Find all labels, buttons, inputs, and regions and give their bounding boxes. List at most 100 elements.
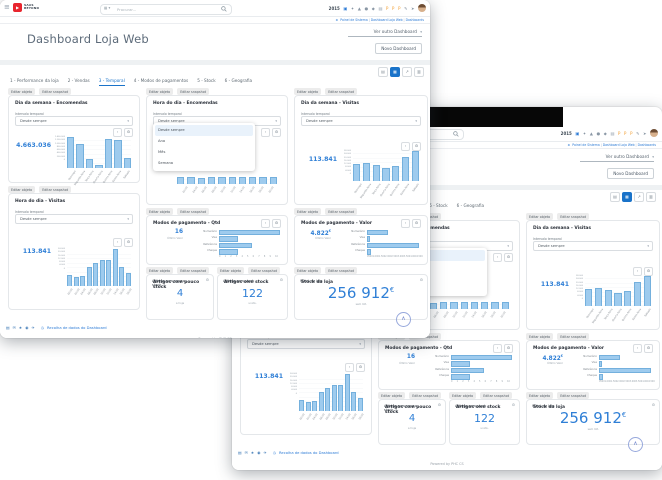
chart-settings-icon[interactable]: ⚙ xyxy=(644,344,653,353)
breadcrumb-item[interactable]: Painel de Sistema xyxy=(572,142,600,147)
edit-object-button[interactable]: Editar objeto xyxy=(449,392,477,399)
footer-icon-5[interactable]: ✈ xyxy=(31,325,35,330)
user-avatar[interactable] xyxy=(418,4,426,12)
edit-snapshot-button[interactable]: Editar snapshot xyxy=(409,392,442,399)
footer-icon-3[interactable]: ★ xyxy=(18,325,23,330)
pin-icon[interactable]: ➤ xyxy=(642,130,647,136)
footer-icon-2[interactable]: ✉ xyxy=(244,450,248,455)
footer-icon-4[interactable]: ◉ xyxy=(25,325,29,330)
notifications-2-icon[interactable]: P xyxy=(391,5,395,11)
favorites-icon[interactable]: ✦ xyxy=(582,130,587,136)
chart-next-icon[interactable]: › xyxy=(633,344,642,353)
edit-snapshot-button[interactable]: Editar snapshot xyxy=(480,392,513,399)
chart-next-icon[interactable]: › xyxy=(345,363,354,372)
toolbar-button-4[interactable]: ▥ xyxy=(646,192,656,202)
tab-4[interactable]: 4 - Modos de pagamentos xyxy=(133,78,189,83)
edit-snapshot-button[interactable]: Editar snapshot xyxy=(557,333,590,340)
chart-settings-icon[interactable]: ⚙ xyxy=(272,219,281,228)
toolbar-button-2[interactable]: ▦ xyxy=(622,192,632,202)
edit-icon[interactable]: ✎ xyxy=(635,130,640,136)
gear-icon[interactable]: ⚙ xyxy=(511,403,515,407)
edit-snapshot-button[interactable]: Editar snapshot xyxy=(557,213,590,220)
edit-object-button[interactable]: Editar objeto xyxy=(8,88,36,95)
edit-object-button[interactable]: Editar objeto xyxy=(217,267,245,274)
toolbar-button-4[interactable]: ▥ xyxy=(414,67,424,77)
footer-icon-5[interactable]: ✈ xyxy=(263,450,267,455)
messages-icon[interactable]: P xyxy=(397,5,401,11)
chart-settings-icon[interactable]: ⚙ xyxy=(124,238,133,247)
interval-select[interactable]: Desde sempre ▾ xyxy=(15,116,133,126)
edit-snapshot-button[interactable]: Editar snapshot xyxy=(325,267,358,274)
refresh-clock-icon[interactable]: ◷ xyxy=(40,325,45,330)
edit-snapshot-button[interactable]: Editar snapshot xyxy=(177,267,210,274)
tasks-icon[interactable]: ◆ xyxy=(371,5,375,11)
gear-icon[interactable]: ⚙ xyxy=(279,278,283,282)
year-indicator[interactable]: 2015 xyxy=(328,5,340,11)
toolbar-button-2[interactable]: ▦ xyxy=(390,67,400,77)
chart-next-icon[interactable]: › xyxy=(633,267,642,276)
edit-snapshot-button[interactable]: Editar snapshot xyxy=(325,208,358,215)
edit-object-button[interactable]: Editar objeto xyxy=(146,208,174,215)
edit-object-button[interactable]: Editar objeto xyxy=(294,208,322,215)
new-dashboard-button[interactable]: Novo Dashboard xyxy=(375,43,422,54)
chart-next-icon[interactable]: › xyxy=(493,253,502,262)
tab-1[interactable]: 1 - Performance da loja xyxy=(10,78,59,83)
toolbar-button-3[interactable]: ↗ xyxy=(402,67,412,77)
edit-snapshot-button[interactable]: Editar snapshot xyxy=(39,88,72,95)
edit-object-button[interactable]: Editar objeto xyxy=(526,392,554,399)
search-icon[interactable] xyxy=(221,6,227,12)
notifications-1-icon[interactable]: P xyxy=(385,5,389,11)
gear-icon[interactable]: ⚙ xyxy=(651,403,655,407)
tab-5[interactable]: 5 - Stock xyxy=(429,203,448,208)
chart-settings-icon[interactable]: ⚙ xyxy=(356,363,365,372)
toolbar-button-1[interactable]: ▤ xyxy=(610,192,620,202)
chart-next-icon[interactable]: › xyxy=(493,344,502,353)
tab-6[interactable]: 6 - Geografia xyxy=(224,78,253,83)
interval-select[interactable]: Desde sempre ▾ xyxy=(301,116,421,126)
breadcrumb-item[interactable]: Painel de Sistema xyxy=(340,17,368,22)
tasks-icon[interactable]: ◆ xyxy=(603,130,607,136)
gear-icon[interactable]: ⚙ xyxy=(205,278,209,282)
chart-settings-icon[interactable]: ⚙ xyxy=(504,344,513,353)
breadcrumb-item[interactable]: Dashboard Loja Web xyxy=(370,17,403,22)
gear-icon[interactable]: ⚙ xyxy=(437,403,441,407)
year-indicator[interactable]: 2015 xyxy=(560,130,572,136)
scroll-top-button[interactable]: ∧ xyxy=(396,312,411,327)
monitor-icon[interactable]: ● xyxy=(596,130,601,136)
footer-icon-1[interactable]: ▤ xyxy=(6,325,10,330)
monitor-icon[interactable]: ● xyxy=(364,5,369,11)
edit-object-button[interactable]: Editar objeto xyxy=(8,186,36,193)
edit-snapshot-button[interactable]: Editar snapshot xyxy=(39,186,72,193)
global-search-input[interactable]: ▦ ▾ Procurar... xyxy=(100,3,232,15)
dashboard-switcher[interactable]: Ver outro Dashboard ▾ xyxy=(348,29,422,37)
edit-object-button[interactable]: Editar objeto xyxy=(294,267,322,274)
refresh-clock-icon[interactable]: ◷ xyxy=(272,450,277,455)
dropdown-option[interactable]: Mês xyxy=(158,150,166,154)
tab-3[interactable]: 3 - Temporal xyxy=(98,78,125,86)
edit-snapshot-button[interactable]: Editar snapshot xyxy=(177,88,210,95)
favorites-icon[interactable]: ✦ xyxy=(350,5,355,11)
chart-settings-icon[interactable]: ⚙ xyxy=(124,128,133,137)
apps-grid-icon[interactable]: ▦ ▾ xyxy=(104,6,111,10)
scroll-top-button[interactable]: ∧ xyxy=(628,437,643,452)
data-collect-link[interactable]: Recolha de dados do Dashboard xyxy=(47,325,107,330)
edit-object-button[interactable]: Editar objeto xyxy=(146,267,174,274)
apps-blue-icon[interactable]: ▣ xyxy=(343,5,348,11)
footer-icon-1[interactable]: ▤ xyxy=(238,450,242,455)
chart-next-icon[interactable]: › xyxy=(261,128,270,137)
dropdown-option[interactable]: Desde sempre xyxy=(155,125,253,136)
tab-5[interactable]: 5 - Stock xyxy=(197,78,216,83)
dropdown-option[interactable]: Semana xyxy=(158,161,174,165)
footer-icon-2[interactable]: ✉ xyxy=(12,325,16,330)
search-icon[interactable] xyxy=(453,131,459,137)
gear-icon[interactable]: ⚙ xyxy=(419,278,423,282)
chart-next-icon[interactable]: › xyxy=(261,219,270,228)
alerts-icon[interactable]: ▲ xyxy=(357,5,362,11)
chart-next-icon[interactable]: › xyxy=(113,238,122,247)
gear-icon[interactable]: ⚙ xyxy=(567,142,571,147)
edit-object-button[interactable]: Editar objeto xyxy=(526,333,554,340)
chart-next-icon[interactable]: › xyxy=(113,128,122,137)
toolbar-button-1[interactable]: ▤ xyxy=(378,67,388,77)
breadcrumb-item[interactable]: Dashboards xyxy=(637,142,656,147)
calendar-icon[interactable]: ▤ xyxy=(378,5,383,11)
